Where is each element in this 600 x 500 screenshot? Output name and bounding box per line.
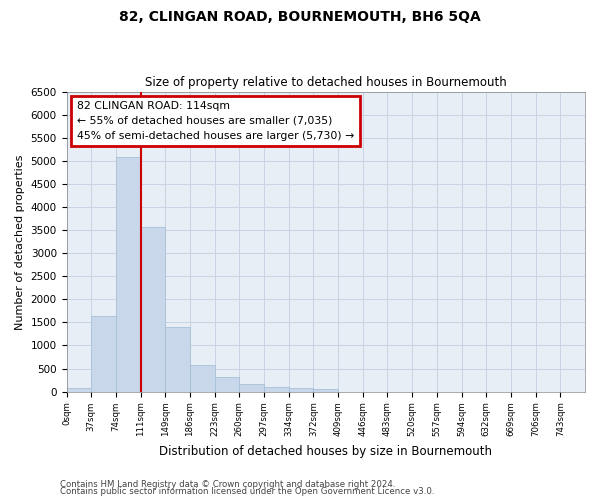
Bar [165,327,190,392]
Bar [289,388,313,392]
Y-axis label: Number of detached properties: Number of detached properties [15,154,25,330]
Bar [116,158,140,392]
Bar [239,384,264,392]
Text: Contains public sector information licensed under the Open Government Licence v3: Contains public sector information licen… [60,488,434,496]
Bar [67,388,91,392]
Text: 82, CLINGAN ROAD, BOURNEMOUTH, BH6 5QA: 82, CLINGAN ROAD, BOURNEMOUTH, BH6 5QA [119,10,481,24]
Bar [190,365,215,392]
Bar [215,378,239,392]
Bar [313,390,338,392]
Title: Size of property relative to detached houses in Bournemouth: Size of property relative to detached ho… [145,76,506,90]
Bar [264,386,289,392]
Text: Contains HM Land Registry data © Crown copyright and database right 2024.: Contains HM Land Registry data © Crown c… [60,480,395,489]
Bar [140,226,165,392]
X-axis label: Distribution of detached houses by size in Bournemouth: Distribution of detached houses by size … [159,444,492,458]
Bar [91,316,116,392]
Text: 82 CLINGAN ROAD: 114sqm
← 55% of detached houses are smaller (7,035)
45% of semi: 82 CLINGAN ROAD: 114sqm ← 55% of detache… [77,101,354,140]
